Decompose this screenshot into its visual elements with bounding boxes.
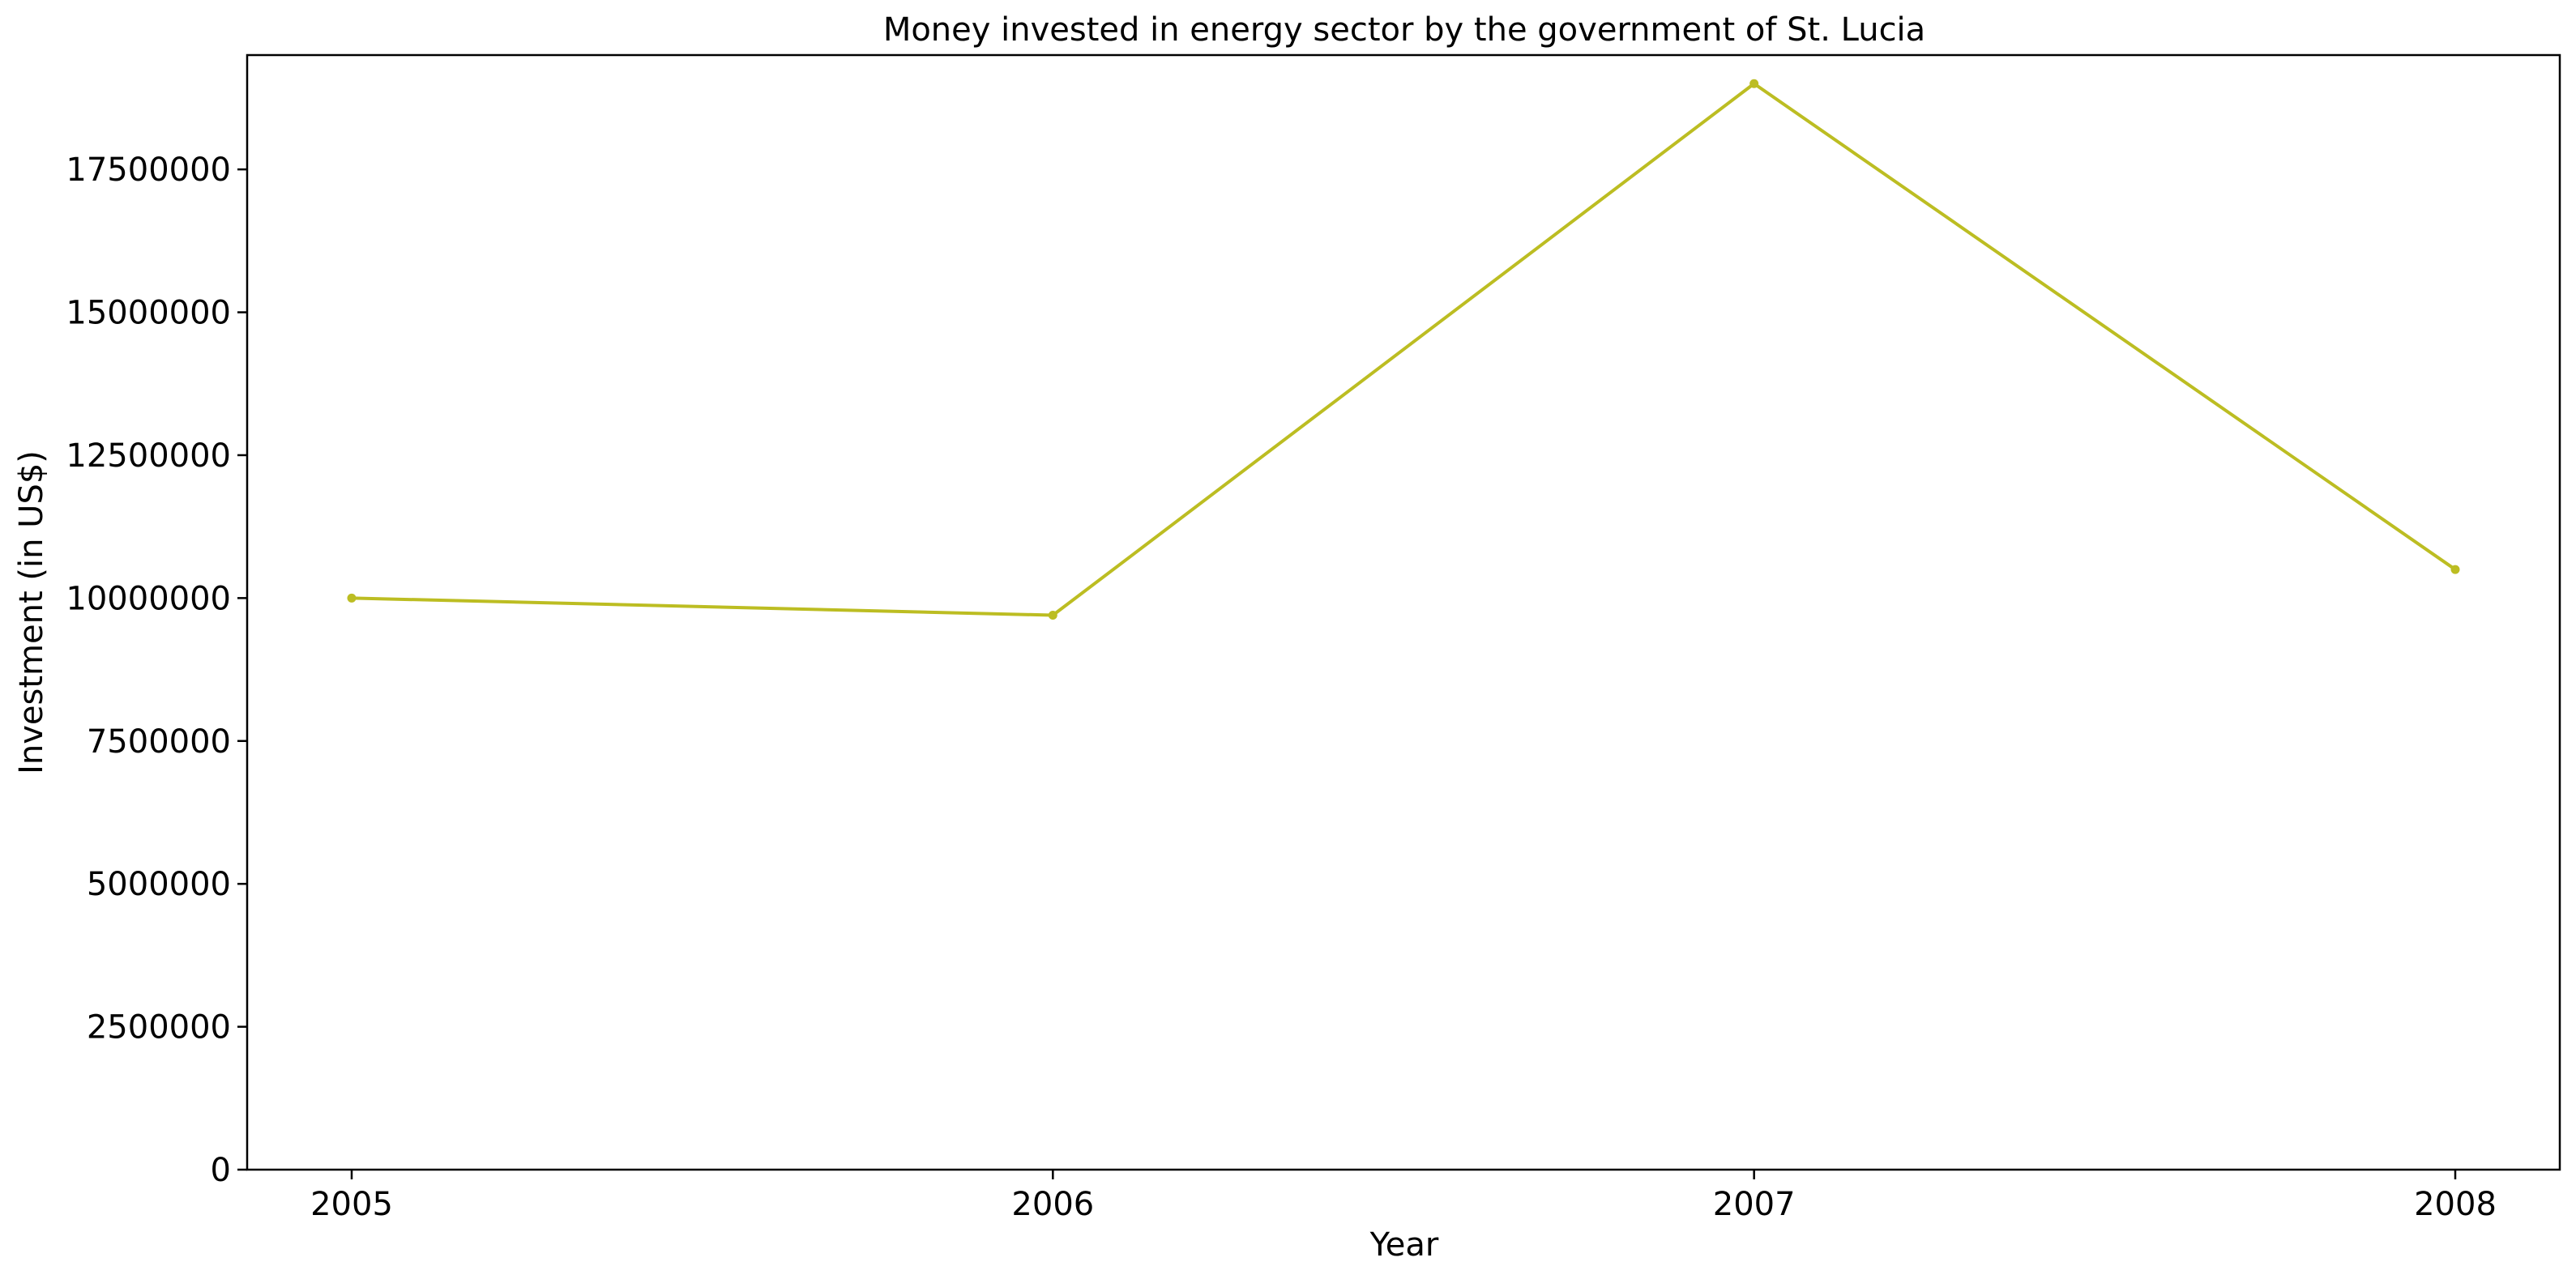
y-axis-label: Investment (in US$) bbox=[13, 450, 50, 774]
data-point-2007 bbox=[1749, 79, 1759, 88]
chart-title: Money invested in energy sector by the g… bbox=[883, 11, 1925, 49]
x-tick-label: 2005 bbox=[310, 1186, 393, 1223]
x-axis-label: Year bbox=[1369, 1226, 1439, 1264]
y-tick-label: 5000000 bbox=[87, 866, 231, 903]
plot-frame bbox=[246, 53, 2561, 1171]
data-point-2008 bbox=[2450, 565, 2460, 574]
y-tick-label: 0 bbox=[211, 1152, 231, 1189]
series-line bbox=[350, 82, 2457, 617]
data-point-2005 bbox=[347, 593, 357, 603]
data-point-2006 bbox=[1048, 611, 1057, 620]
x-tick-label: 2007 bbox=[1713, 1186, 1796, 1223]
series-group bbox=[347, 79, 2460, 620]
y-tick-label: 17500000 bbox=[66, 151, 231, 189]
x-tick-label: 2008 bbox=[2414, 1186, 2497, 1223]
y-tick-label: 7500000 bbox=[87, 723, 231, 761]
y-tick-label: 12500000 bbox=[66, 437, 231, 475]
x-tick-label: 2006 bbox=[1011, 1186, 1094, 1223]
y-tick-label: 15000000 bbox=[66, 295, 231, 332]
y-tick-label: 10000000 bbox=[66, 580, 231, 617]
y-tick-label: 2500000 bbox=[87, 1009, 231, 1047]
y-axis: 0 2500000 5000000 7500000 10000000 12500000 15… bbox=[66, 151, 247, 1189]
x-axis: 2005 2006 2007 2008 bbox=[310, 1170, 2497, 1223]
